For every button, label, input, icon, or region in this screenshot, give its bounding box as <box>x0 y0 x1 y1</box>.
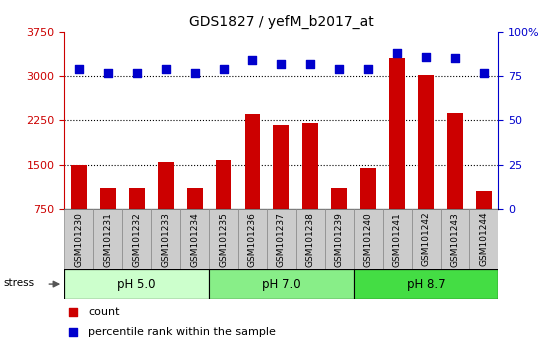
Point <box>68 329 77 335</box>
Point <box>190 70 199 75</box>
Text: GSM101230: GSM101230 <box>74 212 83 267</box>
Bar <box>151 209 180 269</box>
Point <box>103 70 112 75</box>
Bar <box>382 209 412 269</box>
Text: pH 5.0: pH 5.0 <box>118 278 156 291</box>
Bar <box>354 269 498 299</box>
Point <box>74 66 83 72</box>
Text: count: count <box>88 307 120 318</box>
Bar <box>100 188 116 253</box>
Text: pH 8.7: pH 8.7 <box>407 278 445 291</box>
Point <box>277 61 286 67</box>
Text: GSM101235: GSM101235 <box>219 212 228 267</box>
Text: GSM101239: GSM101239 <box>335 212 344 267</box>
Bar <box>476 191 492 253</box>
Point <box>248 57 257 63</box>
Text: GSM101233: GSM101233 <box>161 212 170 267</box>
Bar <box>267 209 296 269</box>
Text: percentile rank within the sample: percentile rank within the sample <box>88 327 276 337</box>
Point <box>219 66 228 72</box>
Bar <box>245 114 260 253</box>
Point <box>479 70 488 75</box>
Bar <box>180 209 209 269</box>
Point <box>450 56 459 61</box>
Bar <box>389 58 405 253</box>
Bar <box>64 209 94 269</box>
Point <box>335 66 344 72</box>
Bar <box>418 75 434 253</box>
Bar <box>71 165 87 253</box>
Point <box>393 50 402 56</box>
Bar <box>302 123 318 253</box>
Bar <box>216 160 231 253</box>
Bar <box>129 188 144 253</box>
Point <box>132 70 141 75</box>
Bar <box>209 209 238 269</box>
Bar <box>412 209 441 269</box>
Point <box>161 66 170 72</box>
Bar <box>354 209 382 269</box>
Point <box>422 54 431 59</box>
Text: GSM101244: GSM101244 <box>479 212 488 267</box>
Text: GSM101237: GSM101237 <box>277 212 286 267</box>
Bar <box>158 162 174 253</box>
Bar <box>296 209 325 269</box>
Point <box>306 61 315 67</box>
Bar <box>94 209 122 269</box>
Bar <box>238 209 267 269</box>
Text: GSM101241: GSM101241 <box>393 212 402 267</box>
Bar <box>332 188 347 253</box>
Bar <box>447 113 463 253</box>
Title: GDS1827 / yefM_b2017_at: GDS1827 / yefM_b2017_at <box>189 15 374 29</box>
Text: GSM101232: GSM101232 <box>132 212 141 267</box>
Bar <box>325 209 354 269</box>
Point <box>364 66 373 72</box>
Point <box>68 309 77 315</box>
Bar <box>122 209 151 269</box>
Text: GSM101236: GSM101236 <box>248 212 257 267</box>
Bar <box>441 209 469 269</box>
Text: GSM101242: GSM101242 <box>422 212 431 267</box>
Bar <box>209 269 354 299</box>
Text: GSM101238: GSM101238 <box>306 212 315 267</box>
Text: GSM101240: GSM101240 <box>363 212 373 267</box>
Text: stress: stress <box>3 278 34 287</box>
Text: GSM101231: GSM101231 <box>103 212 113 267</box>
Text: pH 7.0: pH 7.0 <box>262 278 301 291</box>
Text: GSM101234: GSM101234 <box>190 212 199 267</box>
Bar <box>469 209 498 269</box>
Bar <box>360 167 376 253</box>
Bar <box>273 125 290 253</box>
Bar <box>186 188 203 253</box>
Bar <box>64 269 209 299</box>
Text: GSM101243: GSM101243 <box>450 212 460 267</box>
